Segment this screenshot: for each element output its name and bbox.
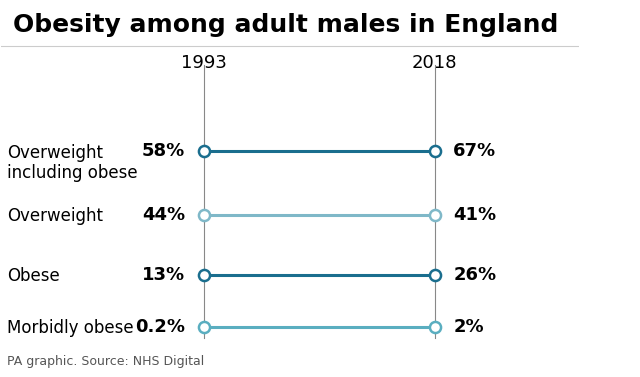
Text: 13%: 13%	[142, 265, 185, 284]
Text: 2%: 2%	[453, 318, 484, 336]
Text: PA graphic. Source: NHS Digital: PA graphic. Source: NHS Digital	[7, 355, 204, 368]
Text: 26%: 26%	[453, 265, 497, 284]
Text: Morbidly obese: Morbidly obese	[7, 319, 134, 337]
Text: Overweight: Overweight	[7, 207, 103, 225]
Text: 1993: 1993	[180, 54, 227, 72]
Text: 2018: 2018	[412, 54, 458, 72]
Text: 0.2%: 0.2%	[135, 318, 185, 336]
Text: Overweight
including obese: Overweight including obese	[7, 144, 138, 182]
Text: 58%: 58%	[142, 142, 185, 160]
Text: Obesity among adult males in England: Obesity among adult males in England	[13, 12, 558, 37]
Text: 44%: 44%	[142, 206, 185, 224]
Text: 67%: 67%	[453, 142, 497, 160]
Text: Obese: Obese	[7, 267, 60, 285]
Text: 41%: 41%	[453, 206, 497, 224]
